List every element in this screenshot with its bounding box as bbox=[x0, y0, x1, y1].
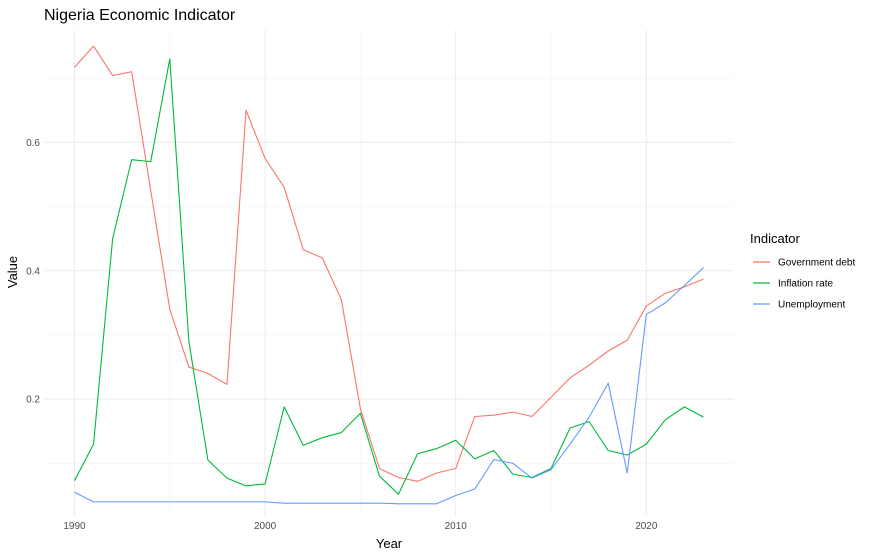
grid bbox=[44, 30, 734, 516]
x-axis-title: Year bbox=[376, 536, 403, 551]
legend: Indicator Government debt Inflation rate U… bbox=[750, 231, 855, 311]
y-tick-label: 0.6 bbox=[26, 138, 40, 149]
legend-title: Indicator bbox=[750, 231, 801, 246]
x-tick-label: 2000 bbox=[254, 521, 277, 532]
y-tick-label: 0.2 bbox=[26, 395, 40, 406]
series-line-government-debt bbox=[74, 45, 704, 482]
legend-label: Unemployment bbox=[778, 300, 845, 311]
x-tick-label: 2010 bbox=[445, 521, 468, 532]
legend-label: Inflation rate bbox=[778, 279, 833, 290]
x-tick-label: 2020 bbox=[635, 521, 658, 532]
y-tick-label: 0.4 bbox=[26, 266, 40, 277]
series-lines bbox=[74, 45, 704, 505]
series-line-unemployment bbox=[74, 267, 704, 505]
y-axis-title: Value bbox=[5, 256, 20, 288]
x-axis-ticks: 1990 2000 2010 2020 bbox=[63, 521, 658, 532]
series-line-inflation-rate bbox=[74, 58, 704, 495]
chart-title: Nigeria Economic Indicator bbox=[44, 7, 236, 24]
x-tick-label: 1990 bbox=[63, 521, 86, 532]
legend-label: Government debt bbox=[778, 258, 855, 269]
y-axis-ticks: 0.2 0.4 0.6 bbox=[26, 138, 40, 406]
